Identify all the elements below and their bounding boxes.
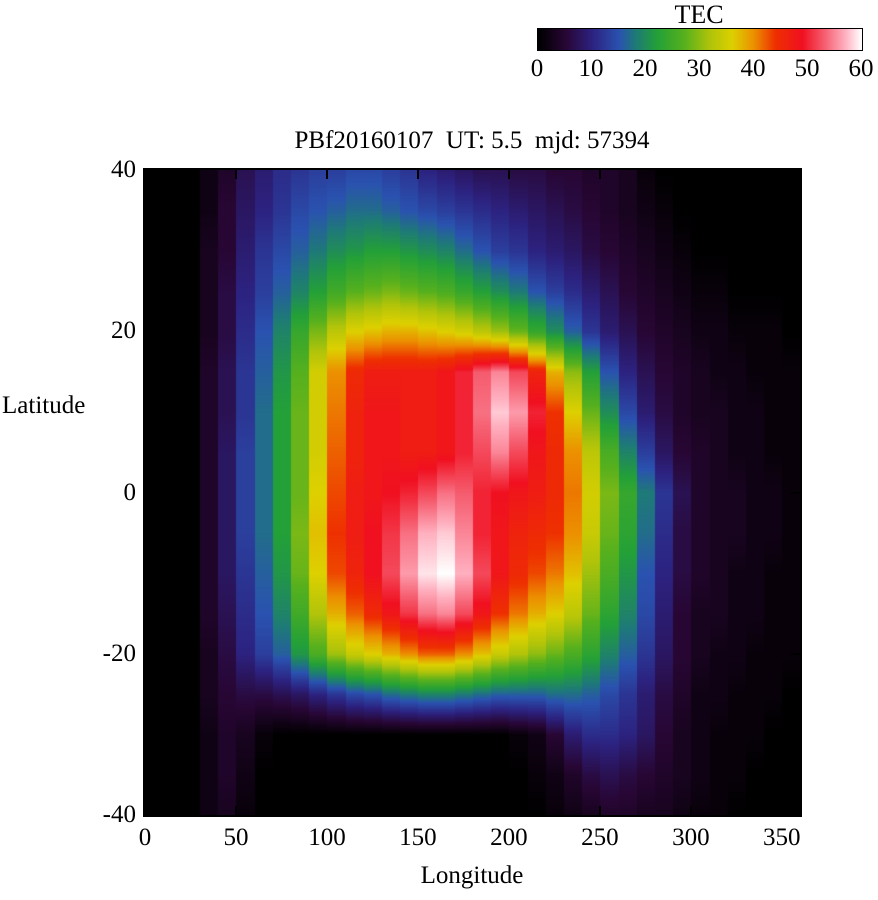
x-tick-label: 0	[138, 824, 152, 851]
x-tick-mark	[234, 170, 237, 179]
y-axis-label: Latitude	[2, 392, 86, 419]
colorbar-tick-label: 30	[686, 55, 712, 82]
x-tick-label: 350	[763, 824, 801, 851]
y-tick-mark	[145, 491, 154, 494]
y-tick-label: -40	[102, 801, 136, 828]
x-tick-label: 200	[490, 824, 528, 851]
x-tick-mark	[325, 806, 328, 815]
x-tick-mark	[780, 170, 783, 179]
colorbar-title: TEC	[674, 0, 724, 29]
plot-area	[143, 168, 802, 817]
x-tick-mark	[145, 170, 147, 179]
x-tick-mark	[598, 806, 601, 815]
y-tick-mark	[145, 170, 154, 172]
y-tick-mark	[791, 652, 800, 655]
y-tick-mark	[791, 814, 800, 816]
x-tick-mark	[234, 806, 237, 815]
x-tick-mark	[598, 170, 601, 179]
y-tick-mark	[791, 330, 800, 333]
x-tick-label: 50	[223, 824, 249, 851]
x-tick-mark	[507, 806, 510, 815]
y-tick-label: 20	[111, 317, 136, 345]
colorbar-tick-label: 10	[578, 55, 604, 82]
x-tick-mark	[416, 170, 419, 179]
y-tick-mark	[145, 814, 154, 816]
y-tick-mark	[145, 652, 154, 655]
x-tick-mark	[689, 806, 692, 815]
x-tick-mark	[689, 170, 692, 179]
x-tick-label: 300	[672, 824, 710, 851]
heatmap-canvas	[145, 170, 800, 815]
x-tick-label: 100	[308, 824, 346, 851]
y-tick-mark	[791, 170, 800, 172]
y-tick-label: -20	[102, 639, 136, 667]
plot-title: PBf20160107 UT: 5.5 mjd: 57394	[294, 127, 650, 154]
y-tick-label: 40	[111, 156, 136, 183]
y-tick-mark	[145, 330, 154, 333]
colorbar-tick-label: 0	[530, 55, 544, 82]
x-tick-mark	[325, 170, 328, 179]
y-tick-mark	[791, 491, 800, 494]
colorbar-tick-label: 50	[794, 55, 820, 82]
colorbar-tick-label: 40	[740, 55, 766, 82]
x-tick-mark	[507, 170, 510, 179]
colorbar-canvas	[538, 29, 862, 50]
colorbar	[537, 28, 863, 51]
x-tick-mark	[416, 806, 419, 815]
x-tick-label: 150	[399, 824, 437, 851]
colorbar-tick-label: 60	[848, 55, 874, 82]
x-axis-label: Longitude	[420, 862, 524, 889]
x-tick-mark	[145, 806, 147, 815]
x-tick-mark	[780, 806, 783, 815]
y-tick-label: 0	[123, 478, 137, 506]
x-tick-label: 250	[581, 824, 619, 851]
colorbar-tick-label: 20	[632, 55, 658, 82]
